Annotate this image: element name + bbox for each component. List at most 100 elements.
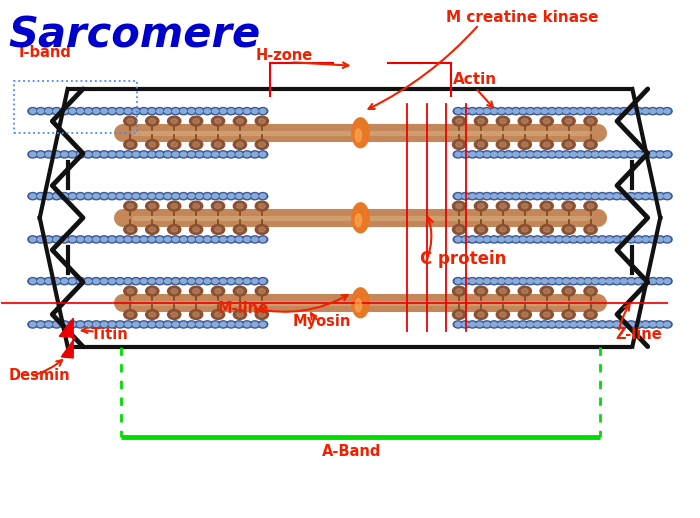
Circle shape bbox=[648, 278, 658, 285]
Circle shape bbox=[83, 321, 93, 328]
Circle shape bbox=[590, 321, 600, 328]
Circle shape bbox=[92, 151, 101, 158]
Circle shape bbox=[518, 201, 531, 211]
Circle shape bbox=[522, 204, 528, 209]
Circle shape bbox=[477, 109, 483, 113]
Circle shape bbox=[489, 151, 499, 158]
Circle shape bbox=[568, 193, 578, 200]
Circle shape bbox=[542, 109, 547, 113]
Circle shape bbox=[157, 109, 162, 113]
Circle shape bbox=[626, 151, 636, 158]
Circle shape bbox=[468, 151, 477, 158]
Circle shape bbox=[181, 109, 186, 113]
Circle shape bbox=[38, 152, 43, 156]
Circle shape bbox=[461, 278, 470, 285]
Circle shape bbox=[518, 278, 528, 285]
Circle shape bbox=[220, 194, 226, 198]
Circle shape bbox=[68, 236, 77, 243]
Circle shape bbox=[36, 278, 46, 285]
Circle shape bbox=[53, 322, 60, 327]
Circle shape bbox=[187, 108, 196, 115]
Circle shape bbox=[197, 237, 202, 242]
Circle shape bbox=[193, 142, 200, 147]
Circle shape bbox=[117, 152, 123, 156]
Circle shape bbox=[250, 193, 260, 200]
Circle shape bbox=[211, 151, 220, 158]
Circle shape bbox=[258, 227, 265, 232]
Circle shape bbox=[233, 286, 246, 296]
Ellipse shape bbox=[355, 214, 361, 227]
Circle shape bbox=[85, 194, 91, 198]
Circle shape bbox=[470, 109, 475, 113]
Circle shape bbox=[482, 236, 492, 243]
Circle shape bbox=[491, 322, 497, 327]
Circle shape bbox=[657, 322, 663, 327]
Circle shape bbox=[178, 236, 188, 243]
Circle shape bbox=[477, 194, 483, 198]
Circle shape bbox=[664, 322, 671, 327]
Circle shape bbox=[522, 142, 528, 147]
Circle shape bbox=[202, 321, 212, 328]
Circle shape bbox=[77, 109, 83, 113]
Circle shape bbox=[477, 322, 483, 327]
Circle shape bbox=[621, 237, 627, 242]
Circle shape bbox=[237, 227, 244, 232]
Circle shape bbox=[619, 236, 629, 243]
Circle shape bbox=[568, 236, 578, 243]
Circle shape bbox=[117, 194, 123, 198]
Circle shape bbox=[188, 279, 195, 283]
Circle shape bbox=[77, 322, 83, 327]
Circle shape bbox=[643, 152, 649, 156]
Circle shape bbox=[117, 322, 123, 327]
Circle shape bbox=[556, 152, 562, 156]
Circle shape bbox=[181, 194, 186, 198]
Circle shape bbox=[260, 152, 266, 156]
Circle shape bbox=[576, 108, 586, 115]
Circle shape bbox=[462, 194, 468, 198]
Circle shape bbox=[148, 152, 155, 156]
Circle shape bbox=[62, 194, 67, 198]
Circle shape bbox=[590, 236, 600, 243]
Circle shape bbox=[107, 278, 117, 285]
Ellipse shape bbox=[351, 288, 369, 318]
Circle shape bbox=[583, 108, 593, 115]
Circle shape bbox=[496, 286, 510, 296]
Circle shape bbox=[125, 279, 131, 283]
Circle shape bbox=[534, 194, 540, 198]
Circle shape bbox=[237, 312, 244, 317]
Circle shape bbox=[621, 152, 627, 156]
Text: Sarcomere: Sarcomere bbox=[8, 15, 260, 56]
Circle shape bbox=[482, 278, 492, 285]
Circle shape bbox=[504, 193, 513, 200]
Circle shape bbox=[504, 151, 513, 158]
Circle shape bbox=[69, 237, 76, 242]
Circle shape bbox=[662, 278, 672, 285]
Circle shape bbox=[171, 193, 181, 200]
Circle shape bbox=[258, 312, 265, 317]
Circle shape bbox=[561, 236, 571, 243]
Circle shape bbox=[628, 109, 634, 113]
Circle shape bbox=[190, 201, 203, 211]
Circle shape bbox=[220, 152, 226, 156]
Circle shape bbox=[587, 227, 594, 232]
Circle shape bbox=[242, 151, 252, 158]
Circle shape bbox=[491, 279, 497, 283]
Circle shape bbox=[584, 310, 597, 320]
Circle shape bbox=[498, 152, 505, 156]
Circle shape bbox=[172, 237, 178, 242]
Circle shape bbox=[193, 119, 200, 123]
Circle shape bbox=[141, 109, 147, 113]
Circle shape bbox=[554, 278, 564, 285]
Circle shape bbox=[606, 109, 612, 113]
Circle shape bbox=[28, 151, 38, 158]
Circle shape bbox=[489, 236, 499, 243]
Circle shape bbox=[133, 322, 139, 327]
Circle shape bbox=[484, 279, 490, 283]
Circle shape bbox=[29, 237, 36, 242]
Circle shape bbox=[587, 289, 594, 294]
Circle shape bbox=[195, 236, 204, 243]
Circle shape bbox=[477, 227, 484, 232]
Circle shape bbox=[147, 236, 157, 243]
Circle shape bbox=[101, 237, 107, 242]
Circle shape bbox=[260, 279, 266, 283]
